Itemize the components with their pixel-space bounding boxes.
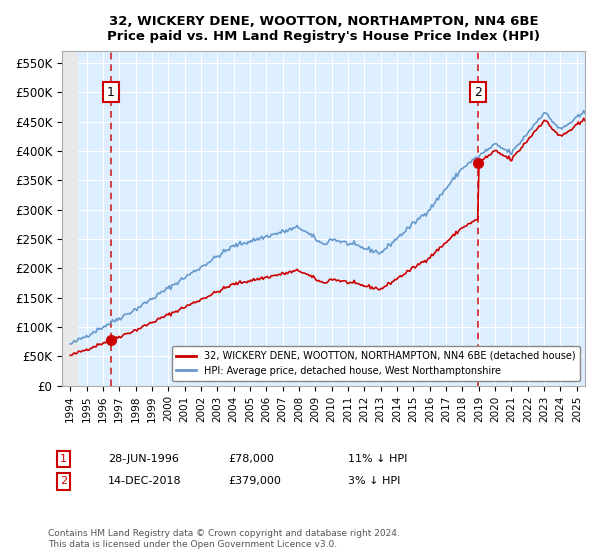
Text: 3% ↓ HPI: 3% ↓ HPI xyxy=(348,477,400,487)
Text: 11% ↓ HPI: 11% ↓ HPI xyxy=(348,454,407,464)
Text: 1: 1 xyxy=(60,454,67,464)
Text: 14-DEC-2018: 14-DEC-2018 xyxy=(108,477,182,487)
Text: 2: 2 xyxy=(60,477,67,487)
Text: 28-JUN-1996: 28-JUN-1996 xyxy=(108,454,179,464)
Title: 32, WICKERY DENE, WOOTTON, NORTHAMPTON, NN4 6BE
Price paid vs. HM Land Registry': 32, WICKERY DENE, WOOTTON, NORTHAMPTON, … xyxy=(107,15,540,43)
Legend: 32, WICKERY DENE, WOOTTON, NORTHAMPTON, NN4 6BE (detached house), HPI: Average p: 32, WICKERY DENE, WOOTTON, NORTHAMPTON, … xyxy=(172,346,580,381)
Text: £379,000: £379,000 xyxy=(228,477,281,487)
Text: 1: 1 xyxy=(107,86,115,99)
Bar xyxy=(62,51,79,386)
Text: 2: 2 xyxy=(474,86,482,99)
Text: Contains HM Land Registry data © Crown copyright and database right 2024.
This d: Contains HM Land Registry data © Crown c… xyxy=(48,529,400,549)
Text: £78,000: £78,000 xyxy=(228,454,274,464)
